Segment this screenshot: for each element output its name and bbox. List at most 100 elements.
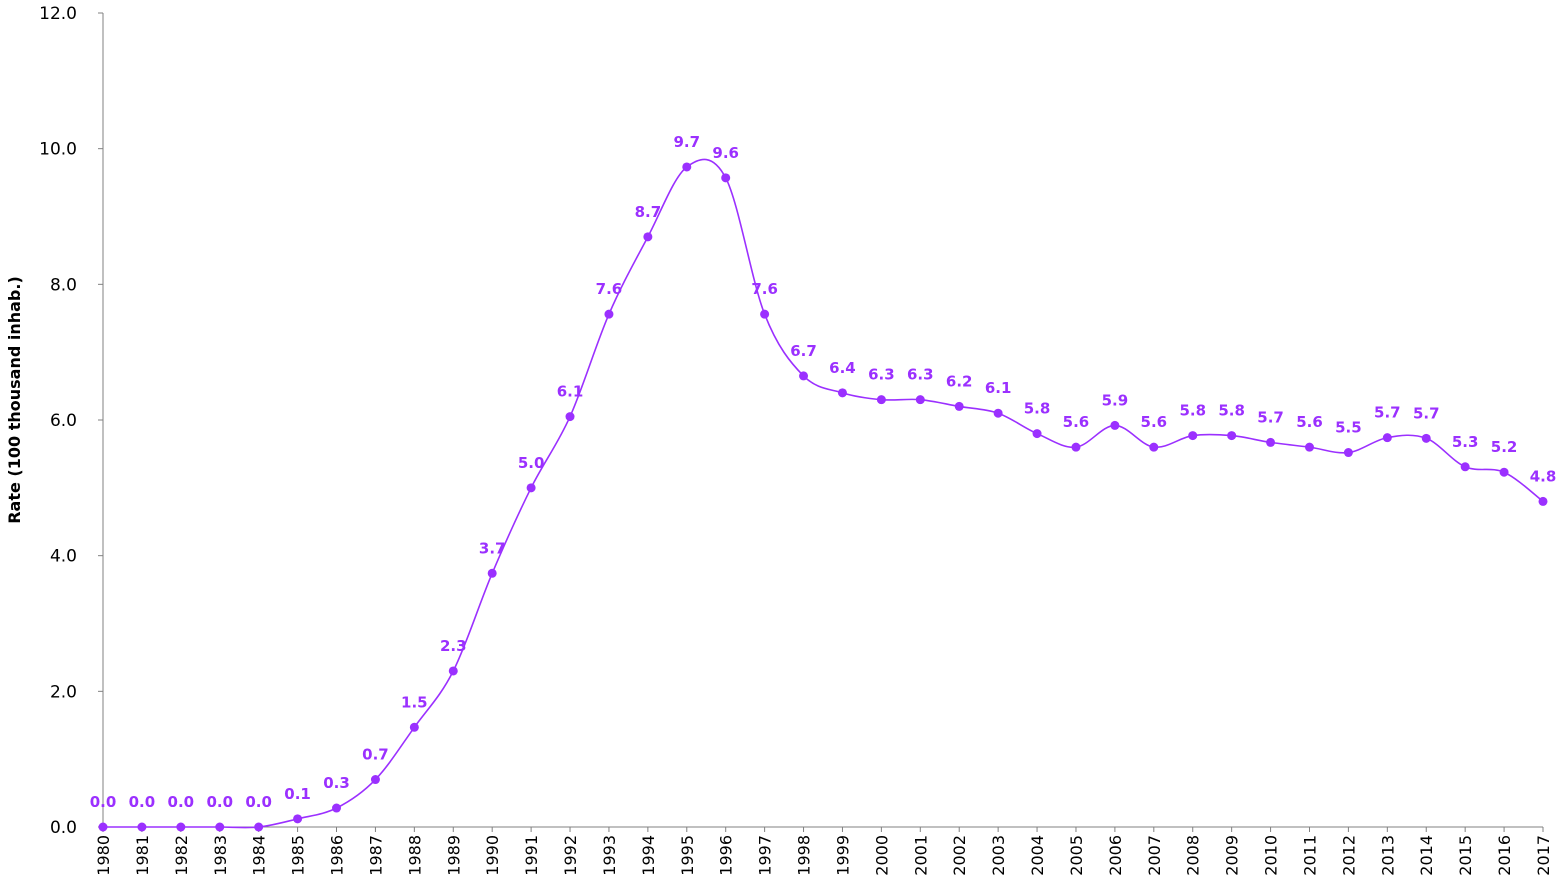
data-label: 1.5 — [401, 693, 428, 711]
x-tick-label: 2014 — [1417, 835, 1436, 876]
x-tick-label: 2002 — [950, 835, 969, 876]
data-label: 5.9 — [1102, 391, 1129, 409]
data-point — [682, 162, 692, 172]
y-tick-label: 2.0 — [50, 682, 77, 702]
data-label: 7.6 — [596, 280, 623, 298]
data-label: 5.7 — [1374, 404, 1401, 422]
data-point — [993, 408, 1003, 418]
data-label: 9.6 — [712, 144, 739, 162]
data-label: 0.0 — [168, 793, 195, 811]
y-tick-label: 6.0 — [50, 411, 77, 431]
y-tick-label: 0.0 — [50, 818, 77, 838]
data-label: 0.0 — [245, 793, 272, 811]
axes — [102, 13, 1543, 828]
data-label: 5.5 — [1335, 419, 1362, 437]
x-tick-label: 1989 — [444, 835, 463, 876]
x-tick-label: 2011 — [1300, 835, 1319, 876]
data-point — [526, 483, 536, 493]
x-tick-label: 2012 — [1339, 835, 1358, 876]
x-tick-label: 1995 — [678, 835, 697, 876]
data-point — [215, 822, 225, 832]
x-tick-label: 2003 — [989, 835, 1008, 876]
x-tick-label: 2013 — [1378, 835, 1397, 876]
data-label: 5.2 — [1491, 438, 1518, 456]
data-point — [1499, 467, 1509, 477]
data-label: 5.8 — [1218, 402, 1245, 420]
y-axis-title: Rate (100 thousand inhab.) — [5, 276, 24, 524]
x-tick-label: 2005 — [1067, 835, 1086, 876]
y-tick-label: 4.0 — [50, 547, 77, 567]
x-tick-label: 2009 — [1223, 835, 1242, 876]
data-point — [721, 173, 731, 183]
data-point — [293, 814, 303, 824]
data-point — [1343, 448, 1353, 458]
x-tick-label: 1990 — [483, 835, 502, 876]
x-tick-label: 1997 — [756, 835, 775, 876]
data-label: 5.6 — [1063, 413, 1090, 431]
x-tick-label: 2010 — [1262, 835, 1281, 876]
y-ticks: 0.0 2.0 4.0 6.0 8.0 10.0 12.0 — [39, 4, 103, 838]
y-tick-label: 8.0 — [50, 275, 77, 295]
data-point — [487, 568, 497, 578]
data-point — [1421, 433, 1431, 443]
data-point — [448, 666, 458, 676]
data-label: 6.1 — [557, 383, 584, 401]
x-tick-label: 2001 — [911, 835, 930, 876]
data-label: 0.3 — [323, 774, 350, 792]
data-point — [409, 722, 419, 732]
data-label: 6.2 — [946, 372, 973, 390]
x-tick-label: 2007 — [1145, 835, 1164, 876]
data-point — [915, 395, 925, 405]
data-point — [1032, 429, 1042, 439]
data-label: 0.0 — [90, 793, 117, 811]
x-tick-label: 2004 — [1028, 835, 1047, 876]
data-point — [604, 309, 614, 319]
x-tick-label: 1999 — [833, 835, 852, 876]
x-tick-label: 2008 — [1184, 835, 1203, 876]
x-tick-label: 2016 — [1495, 835, 1514, 876]
data-label: 5.0 — [518, 454, 545, 472]
x-tick-label: 1981 — [133, 835, 152, 876]
data-label: 0.7 — [362, 746, 389, 764]
data-point — [799, 371, 809, 381]
data-point — [643, 232, 653, 242]
x-tick-label: 1998 — [795, 835, 814, 876]
data-point — [1538, 496, 1548, 506]
x-tick-label: 1996 — [717, 835, 736, 876]
data-label: 0.1 — [284, 785, 311, 803]
x-tick-label: 2015 — [1456, 835, 1475, 876]
data-label: 6.3 — [868, 366, 895, 384]
x-tick-label: 1993 — [600, 835, 619, 876]
series-line — [103, 158, 1544, 829]
series — [98, 158, 1548, 832]
data-label: 6.1 — [985, 379, 1012, 397]
data-label: 5.8 — [1179, 402, 1206, 420]
data-point — [1149, 442, 1159, 452]
data-label: 6.3 — [907, 366, 934, 384]
data-label: 0.0 — [206, 793, 233, 811]
data-label: 5.7 — [1413, 404, 1440, 422]
data-point — [876, 395, 886, 405]
data-point — [137, 822, 147, 832]
data-point — [370, 775, 380, 785]
data-point — [760, 309, 770, 319]
y-tick-label: 10.0 — [39, 140, 77, 160]
x-ticks: 1980 1981 1982 1983 1984 1985 1986 1987 1988 1989… — [94, 827, 1553, 876]
x-tick-label: 1988 — [405, 835, 424, 876]
x-tick-label: 2000 — [872, 835, 891, 876]
data-label: 8.7 — [635, 203, 662, 221]
data-label: 5.7 — [1257, 408, 1284, 426]
data-point — [1227, 431, 1237, 441]
data-point — [1382, 433, 1392, 443]
x-tick-label: 1991 — [522, 835, 541, 876]
data-label: 4.8 — [1530, 467, 1557, 485]
data-label: 9.7 — [673, 133, 700, 151]
x-tick-label: 1992 — [561, 835, 580, 876]
x-tick-label: 1983 — [211, 835, 230, 876]
data-point — [1266, 437, 1276, 447]
data-point — [332, 803, 342, 813]
data-point — [254, 822, 264, 832]
data-label: 5.6 — [1141, 413, 1168, 431]
data-point — [176, 822, 186, 832]
